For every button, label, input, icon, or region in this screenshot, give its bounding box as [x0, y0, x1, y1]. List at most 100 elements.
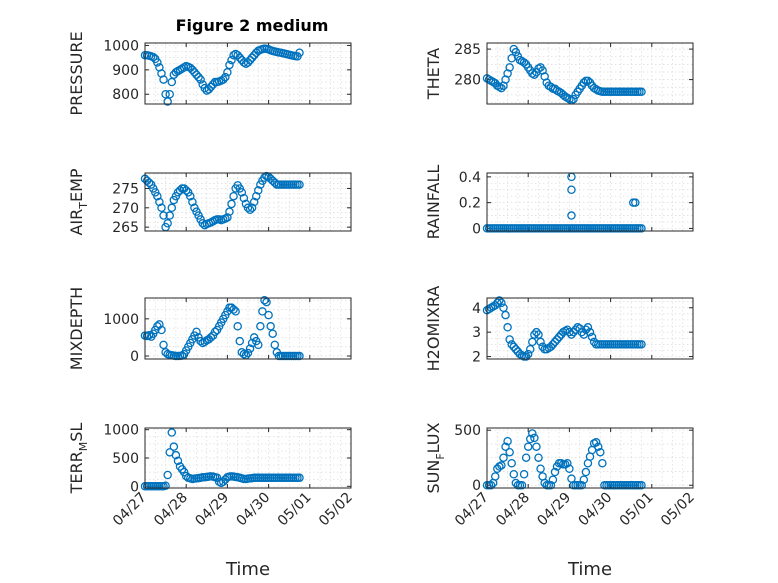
data-point — [596, 447, 605, 457]
data-point — [538, 342, 547, 352]
axes-frame — [144, 427, 352, 489]
axes-frame — [486, 42, 694, 105]
data-point — [526, 434, 535, 444]
data-point — [505, 447, 514, 457]
data-point — [530, 433, 539, 443]
data-point — [245, 344, 255, 353]
data-point — [161, 481, 170, 490]
y-axis-label: H2OMIXRA — [424, 286, 443, 372]
data-point — [192, 70, 201, 79]
data-point — [192, 327, 201, 337]
data-point — [223, 68, 232, 77]
y-tick-label: 3 — [472, 325, 481, 341]
axes-frame — [144, 42, 352, 105]
y-tick-label: 4 — [472, 301, 481, 317]
data-point — [167, 77, 177, 87]
x-tick-label: 05/02 — [316, 490, 356, 530]
x-tick-label: 05/02 — [658, 490, 698, 530]
data-point — [577, 480, 587, 490]
data-point — [532, 442, 541, 451]
data-point — [637, 87, 646, 97]
data-point — [188, 65, 197, 75]
data-point — [196, 75, 205, 84]
data-point — [528, 429, 537, 438]
data-point — [295, 180, 304, 189]
data-point — [501, 310, 510, 320]
data-point — [567, 185, 576, 195]
subplot-7: 0 500 1000 04/27 04/28 04/29 04/30 05/01 05/02 TE… — [67, 423, 356, 580]
data-point — [227, 199, 236, 209]
data-point — [260, 295, 269, 305]
data-point — [497, 83, 506, 93]
data-point — [254, 340, 263, 350]
subplot-3: 265 270 275 AIRTEMP — [67, 168, 352, 236]
x-tick-label: 04/29 — [192, 490, 232, 530]
data-point — [505, 335, 514, 344]
data-point — [153, 191, 162, 201]
y-axis-label: MIXDEPTH — [67, 287, 86, 370]
data-point — [212, 473, 222, 483]
data-point — [167, 428, 177, 437]
data-point — [144, 178, 154, 187]
data-point — [548, 340, 558, 349]
data-point — [637, 224, 646, 233]
data-point — [243, 348, 253, 358]
axes-frame — [144, 172, 352, 232]
data-point — [637, 340, 646, 349]
data-point — [637, 480, 646, 490]
data-point — [225, 60, 234, 70]
data-point — [499, 453, 508, 462]
data-point — [583, 323, 593, 332]
data-point — [295, 48, 304, 58]
data-point — [554, 332, 564, 342]
data-point — [511, 47, 521, 57]
data-point — [169, 442, 179, 451]
data-point — [163, 97, 172, 106]
y-axis-label: SUNFLUX — [424, 422, 447, 493]
data-point — [233, 50, 242, 60]
data-point — [526, 344, 535, 354]
data-point — [264, 310, 273, 320]
data-point — [503, 323, 512, 332]
data-point — [171, 450, 181, 460]
data-point — [258, 307, 267, 316]
data-point — [565, 464, 574, 473]
axes-frame — [486, 172, 694, 232]
x-tick-label: 04/30 — [576, 490, 616, 530]
data-point — [511, 344, 521, 354]
data-point — [245, 205, 255, 214]
data-point — [159, 75, 168, 84]
data-point — [266, 322, 275, 331]
data-point — [581, 325, 591, 334]
data-point — [585, 327, 595, 337]
y-tick-label: 800 — [112, 87, 139, 103]
data-point — [497, 461, 506, 470]
data-point — [569, 94, 578, 104]
data-point — [159, 211, 168, 220]
data-point — [548, 475, 558, 484]
data-point — [163, 219, 172, 228]
data-point — [256, 322, 265, 331]
axes-frame — [144, 297, 352, 360]
data-point — [159, 340, 168, 350]
data-point — [497, 298, 506, 308]
data-point — [148, 52, 158, 62]
y-tick-label: 280 — [454, 73, 481, 89]
data-point — [165, 211, 174, 220]
data-point — [536, 464, 545, 473]
data-point — [237, 188, 247, 197]
y-tick-label: 275 — [112, 181, 139, 197]
data-point — [225, 207, 234, 216]
data-point — [503, 436, 512, 446]
data-point — [593, 442, 603, 451]
data-point — [563, 458, 572, 468]
x-tick-label: 04/30 — [234, 490, 274, 530]
data-point — [532, 327, 541, 337]
data-point — [546, 480, 556, 490]
data-point — [210, 327, 220, 337]
data-point — [495, 296, 504, 305]
x-tick-label: 05/01 — [617, 490, 657, 530]
data-point — [521, 352, 531, 361]
x-axis-label: Time — [225, 559, 270, 580]
data-point — [186, 191, 195, 201]
